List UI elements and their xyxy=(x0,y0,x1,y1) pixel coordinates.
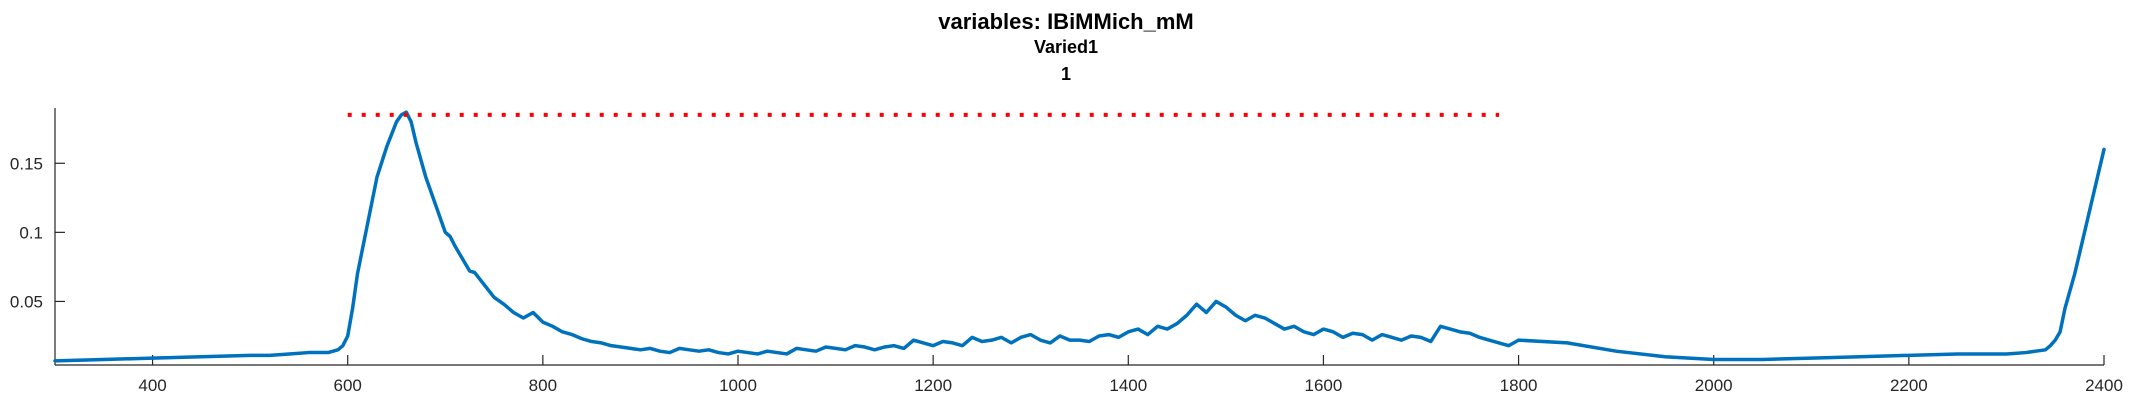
plot-area xyxy=(53,110,2106,363)
y-tick-label: 0.05 xyxy=(10,292,43,311)
x-tick-label: 2000 xyxy=(1695,376,1733,395)
x-tick-label: 1400 xyxy=(1109,376,1147,395)
x-tick-label: 1800 xyxy=(1500,376,1538,395)
y-tick-label: 0.1 xyxy=(19,223,43,242)
x-tick-label: 800 xyxy=(529,376,557,395)
chart-title-line-2: Varied1 xyxy=(1034,37,1098,57)
x-tick-label: 1600 xyxy=(1305,376,1343,395)
x-tick-label: 600 xyxy=(334,376,362,395)
x-tick-label: 2200 xyxy=(1890,376,1928,395)
chart-title-line-1: variables: IBiMMich_mM xyxy=(938,9,1194,34)
x-tick-label: 1000 xyxy=(719,376,757,395)
chart-title-line-3: 1 xyxy=(1061,64,1071,84)
x-tick-label: 2400 xyxy=(2085,376,2123,395)
y-axis-ticks: 0.05 0.1 0.15 xyxy=(10,154,65,311)
x-tick-label: 1200 xyxy=(914,376,952,395)
x-tick-label: 400 xyxy=(138,376,166,395)
x-axis-ticks: 400 600 800 1000 1200 1400 1600 1800 2000 2200 240… xyxy=(138,355,2123,395)
y-tick-label: 0.15 xyxy=(10,154,43,173)
series-line xyxy=(53,110,2106,363)
